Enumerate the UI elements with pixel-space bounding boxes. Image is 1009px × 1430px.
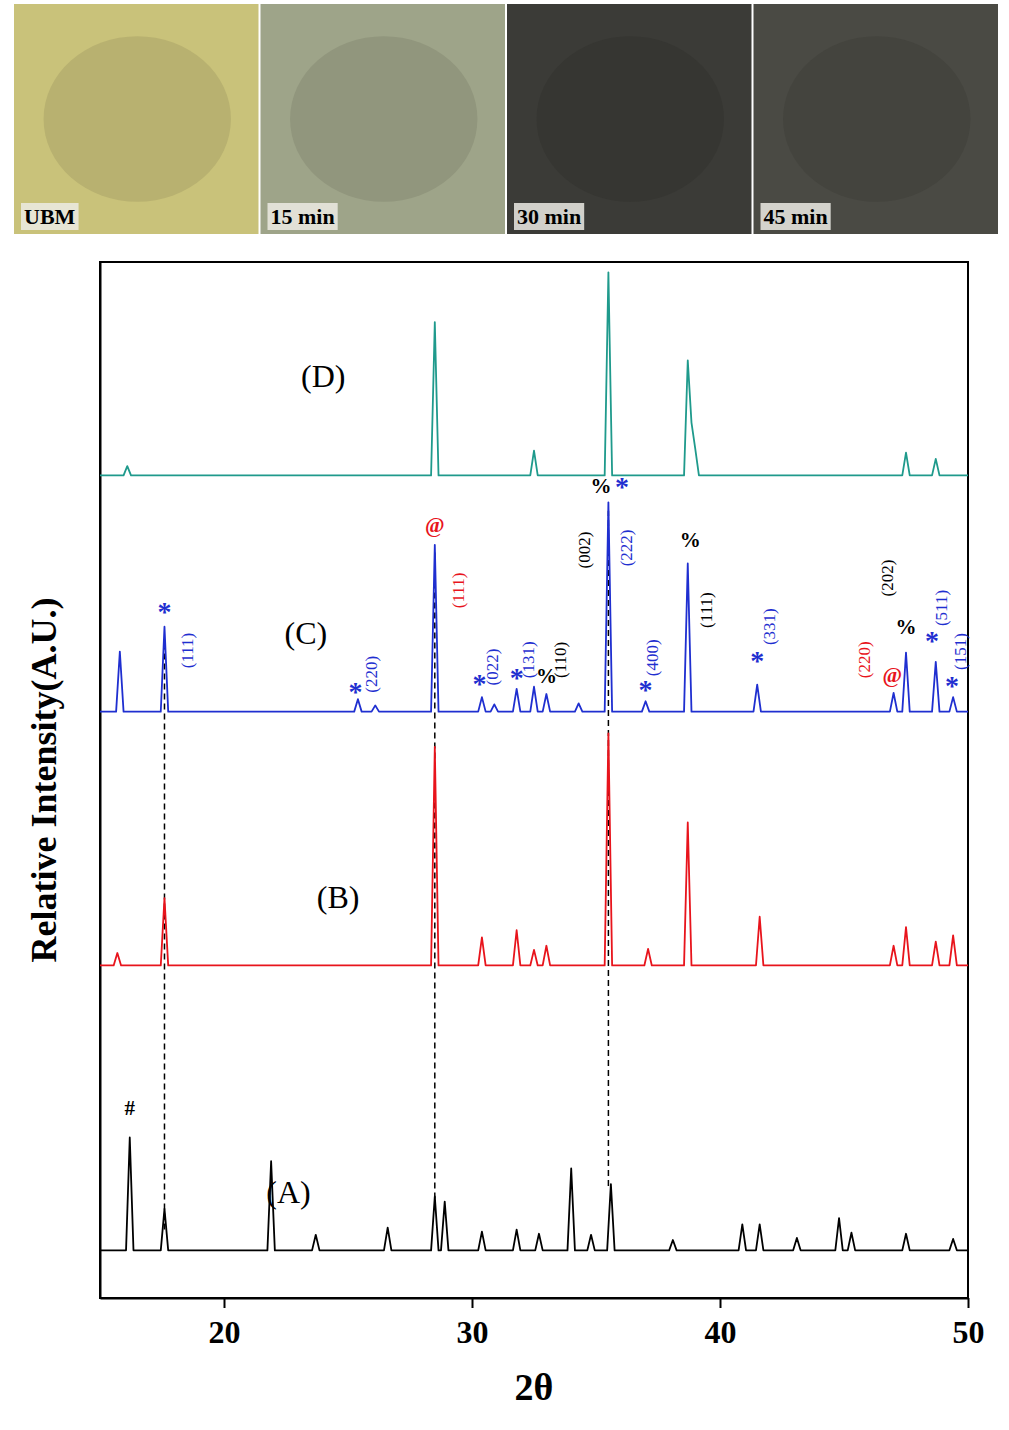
phase-marker: # bbox=[125, 1096, 136, 1120]
hkl-label: (111) bbox=[697, 592, 716, 628]
phase-marker: % bbox=[590, 474, 611, 498]
phase-marker: * bbox=[157, 596, 171, 627]
xrd-trace bbox=[100, 733, 968, 965]
series-label: (C) bbox=[285, 615, 328, 651]
photo-label: 30 min bbox=[517, 204, 581, 229]
photo-label: 15 min bbox=[271, 204, 335, 229]
phase-marker: * bbox=[750, 645, 764, 676]
x-tick: 20 bbox=[209, 1298, 241, 1350]
x-tick-mark bbox=[720, 1298, 722, 1308]
reference-lines bbox=[164, 511, 608, 1230]
xrd-trace bbox=[100, 502, 968, 711]
x-tick-mark bbox=[968, 1298, 970, 1308]
figure: UBM 15 min 30 min 45 min 20 30 40 50 2θ Relative … bbox=[0, 0, 1009, 1430]
traces bbox=[100, 272, 968, 1250]
hkl-label: (222) bbox=[617, 530, 636, 567]
x-tick-mark bbox=[224, 1298, 226, 1308]
label-patch bbox=[514, 203, 584, 230]
series-label: (A) bbox=[266, 1174, 310, 1210]
powder bbox=[290, 36, 477, 202]
hkl-label: (202) bbox=[878, 560, 897, 597]
hkl-label: (110) bbox=[551, 642, 570, 678]
hkl-label: (111) bbox=[178, 633, 197, 669]
y-axis-line bbox=[100, 263, 102, 1299]
y-axis-title: Relative Intensity(A.U.) bbox=[24, 598, 64, 963]
hkl-label: (111) bbox=[449, 573, 468, 609]
phase-marker: * bbox=[639, 674, 653, 705]
x-tick-label: 40 bbox=[705, 1314, 737, 1350]
hkl-label: (511) bbox=[932, 590, 951, 626]
photo bbox=[507, 4, 752, 234]
photo bbox=[754, 4, 999, 234]
x-axis: 20 30 40 50 bbox=[101, 1298, 985, 1350]
x-axis-line bbox=[101, 1298, 969, 1300]
hkl-label: (002) bbox=[575, 532, 594, 569]
plot-frame bbox=[100, 262, 968, 1298]
phase-marker: % bbox=[680, 528, 701, 552]
x-tick-label: 30 bbox=[457, 1314, 489, 1350]
phase-marker: @ bbox=[425, 513, 445, 537]
x-tick: 40 bbox=[705, 1298, 737, 1350]
photo-label: UBM bbox=[24, 204, 76, 229]
phase-marker: * bbox=[615, 471, 629, 502]
hkl-label: (400) bbox=[643, 639, 662, 676]
hkl-label: (220) bbox=[362, 656, 381, 693]
hkl-label: (331) bbox=[760, 608, 779, 645]
hkl-label: (220) bbox=[855, 641, 874, 678]
label-patch bbox=[21, 203, 79, 230]
photo-label: 45 min bbox=[764, 204, 828, 229]
hkl-label: (022) bbox=[483, 649, 502, 686]
hkl-label: (151) bbox=[951, 633, 970, 670]
x-tick: 50 bbox=[953, 1298, 985, 1350]
powder bbox=[783, 36, 970, 202]
x-tick-mark bbox=[472, 1298, 474, 1308]
x-tick-label: 50 bbox=[953, 1314, 985, 1350]
reference-line bbox=[434, 552, 436, 1198]
label-patch bbox=[268, 203, 338, 230]
x-tick: 30 bbox=[457, 1298, 489, 1350]
series-label: (B) bbox=[317, 879, 360, 915]
photo-strip: UBM 15 min 30 min 45 min bbox=[14, 4, 998, 234]
powder bbox=[537, 36, 724, 202]
x-tick-label: 20 bbox=[209, 1314, 241, 1350]
x-axis-title: 2θ bbox=[515, 1366, 554, 1408]
phase-marker: * bbox=[925, 625, 939, 656]
phase-marker: * bbox=[945, 670, 959, 701]
xrd-trace bbox=[100, 272, 968, 475]
photo bbox=[14, 4, 259, 234]
label-patch bbox=[761, 203, 831, 230]
xrd-trace bbox=[100, 1137, 968, 1250]
photo bbox=[261, 4, 506, 234]
phase-marker: @ bbox=[883, 663, 903, 687]
phase-marker: * bbox=[348, 676, 362, 707]
powder bbox=[44, 36, 231, 202]
series-label: (D) bbox=[301, 358, 345, 394]
phase-marker: % bbox=[896, 615, 917, 639]
labels: (A)(B)(C)(D)#*(111)*(220)@(111)*(022)*(1… bbox=[125, 358, 970, 1209]
reference-line bbox=[164, 645, 166, 1229]
reference-line bbox=[608, 511, 610, 1186]
y-axis bbox=[100, 263, 101, 1299]
